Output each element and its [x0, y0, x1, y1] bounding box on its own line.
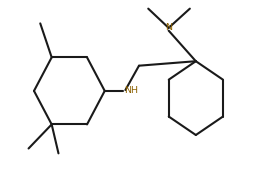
Text: N: N [165, 23, 172, 32]
Text: NH: NH [124, 86, 138, 95]
